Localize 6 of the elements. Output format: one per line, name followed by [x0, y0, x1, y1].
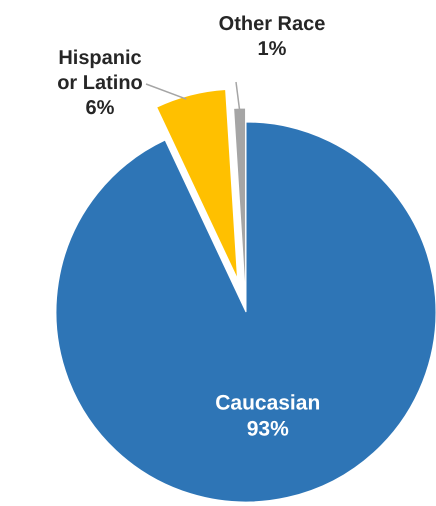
slice-label: Caucasian: [215, 391, 320, 414]
data-label: 1%: [258, 38, 287, 60]
slice-label: Other Race: [218, 13, 326, 35]
data-label: 93%: [246, 417, 290, 440]
slice-label: Hispanic or Latino: [57, 47, 143, 94]
data-label: 6%: [86, 97, 115, 119]
